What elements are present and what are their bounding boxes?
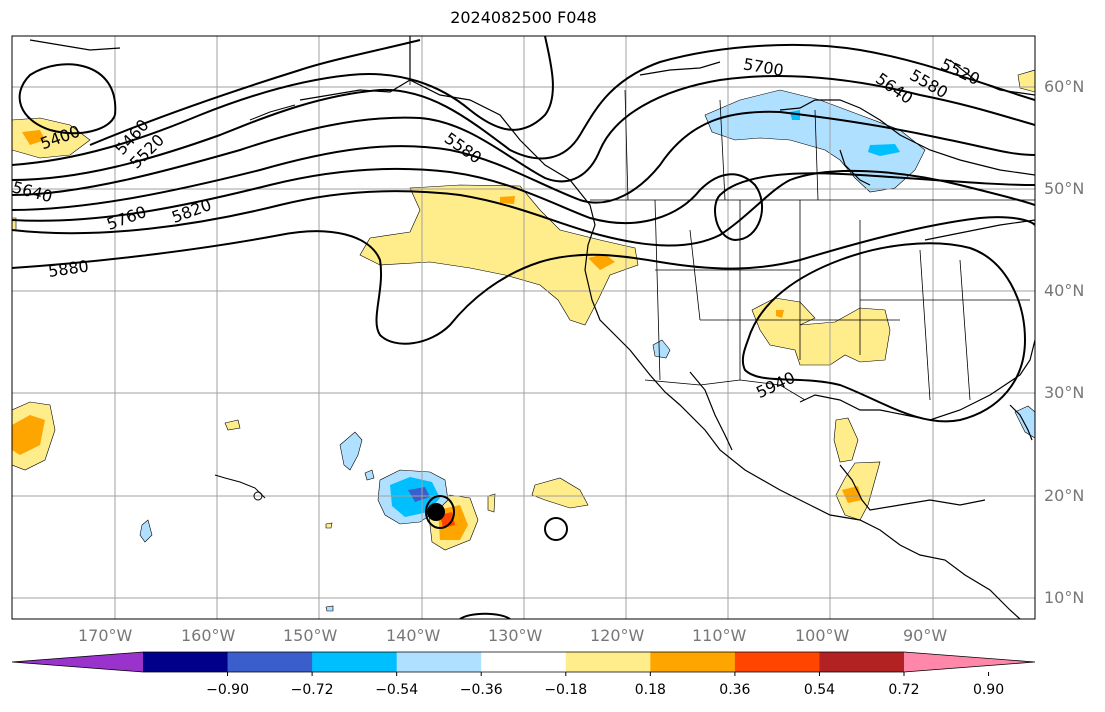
colorbar-tick-label: 0.90 <box>972 682 1005 698</box>
anomaly-patch <box>12 117 91 159</box>
lat-label: 20°N <box>1044 486 1085 505</box>
anomaly-patch <box>776 310 784 318</box>
colorbar-segment <box>819 652 905 672</box>
contour-closed-low <box>425 495 455 529</box>
colorbar-segment <box>481 652 567 672</box>
contour-5820 <box>12 169 1035 247</box>
country-borders <box>409 36 1035 401</box>
anomaly-patch <box>139 519 153 543</box>
anomaly-patch <box>325 605 334 612</box>
anomaly-patch <box>364 469 375 481</box>
height-contours <box>12 36 1035 619</box>
colorbar-segment <box>650 652 736 672</box>
lat-label: 60°N <box>1044 77 1085 96</box>
lon-label: 120°W <box>590 626 645 645</box>
colorbar-tick-label: −0.54 <box>375 682 419 698</box>
colorbar-outline <box>11 651 1036 673</box>
colorbar-segment <box>312 652 398 672</box>
map-plot-area: 5400 5460 5520 5640 5760 5820 5880 5580 … <box>10 36 1035 619</box>
colorbar-segment <box>734 652 820 672</box>
anomaly-patch <box>408 487 430 502</box>
contour-5880 <box>12 216 1035 345</box>
anomaly-patch <box>224 419 241 431</box>
anomaly-patch <box>359 184 639 326</box>
colorbar-tick-label: −0.90 <box>206 682 249 698</box>
lon-label: 160°W <box>181 626 236 645</box>
lon-label: 100°W <box>795 626 850 645</box>
lon-label: 140°W <box>386 626 441 645</box>
colorbar-extend-max <box>904 652 1035 672</box>
colorbar-segment <box>227 652 313 672</box>
colorbar-tick-label: 0.54 <box>803 682 836 698</box>
lon-label: 90°W <box>903 626 948 645</box>
contour-5520 <box>12 36 554 166</box>
colorbar-tick-label: 0.72 <box>888 682 920 698</box>
lon-label: 170°W <box>78 626 133 645</box>
graticule <box>12 36 1035 619</box>
anomaly-patch <box>751 297 891 366</box>
contour-label: 5880 <box>47 256 90 280</box>
colorbar-tick-label: 0.36 <box>719 682 751 698</box>
islands <box>214 104 296 501</box>
anomaly-patch <box>790 110 800 120</box>
contour-5580 <box>12 43 1035 181</box>
lat-label: 30°N <box>1044 383 1085 402</box>
anomaly-patch <box>868 144 900 156</box>
anomaly-patch <box>531 477 589 509</box>
anomaly-patch <box>704 89 926 193</box>
colorbar-segment <box>396 652 482 672</box>
contour-5640 <box>12 74 1035 196</box>
anomaly-patch <box>652 339 671 359</box>
colorbar-extend-min <box>12 652 143 672</box>
contour-label: 5940 <box>753 368 798 402</box>
colorbar-segment <box>143 652 229 672</box>
contour-label: 5820 <box>169 195 214 227</box>
anomaly-patch <box>12 415 45 455</box>
colorbar-tick-label: −0.72 <box>290 682 334 698</box>
contour-5460 <box>89 39 421 146</box>
map-frame <box>11 35 1036 620</box>
lat-label: 40°N <box>1044 281 1085 300</box>
anomaly-patch <box>588 254 615 270</box>
contour-5400 <box>18 63 117 135</box>
anomaly-patch <box>833 417 859 463</box>
anomaly-patch <box>1017 69 1035 93</box>
colorbar <box>11 651 1036 676</box>
colorbar-tick-label: −0.18 <box>544 682 588 698</box>
contour-bottom <box>459 612 511 619</box>
contour-label: 5640 <box>10 177 54 206</box>
colorbar-tick-label: 0.18 <box>634 682 666 698</box>
contour-5700 <box>12 110 1035 211</box>
contour-label: 5580 <box>441 129 485 168</box>
contour-5940 <box>741 242 1027 423</box>
map-title: 2024082500 F048 <box>450 8 597 27</box>
negative-anomaly-shading <box>139 89 1035 612</box>
contour-closed-high <box>544 517 568 541</box>
contour-5760 <box>12 167 1035 242</box>
lat-label: 50°N <box>1044 179 1085 198</box>
lon-label: 150°W <box>283 626 338 645</box>
anomaly-patch <box>339 431 363 471</box>
colorbar-segment <box>565 652 651 672</box>
cyclone-center-marker <box>427 503 445 521</box>
lon-label: 130°W <box>488 626 543 645</box>
anomaly-patch <box>22 130 45 145</box>
anomaly-patch <box>325 522 333 529</box>
anomaly-patch <box>500 196 515 204</box>
colorbar-tick-label: −0.36 <box>459 682 503 698</box>
lon-label: 110°W <box>692 626 747 645</box>
anomaly-patch <box>1014 405 1035 439</box>
lat-label: 10°N <box>1044 588 1085 607</box>
anomaly-patch <box>487 493 496 513</box>
